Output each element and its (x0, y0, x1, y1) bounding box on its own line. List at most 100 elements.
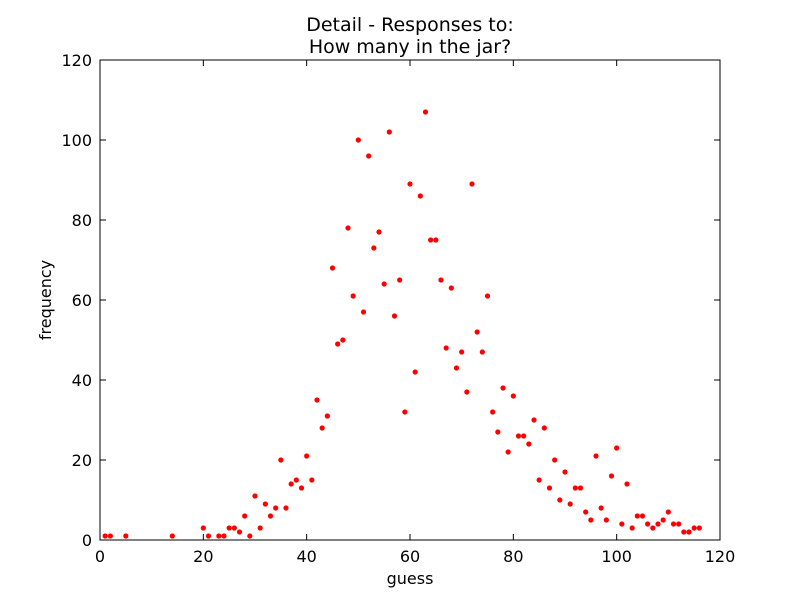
data-point (557, 497, 563, 503)
data-point (345, 225, 351, 231)
data-point (505, 449, 511, 455)
data-point (340, 337, 346, 343)
data-point (541, 425, 547, 431)
x-tick-label: 60 (400, 547, 420, 566)
data-point (319, 425, 325, 431)
data-point (469, 181, 475, 187)
data-point (660, 517, 666, 523)
plot-frame (99, 59, 721, 541)
data-point (314, 397, 320, 403)
data-point (371, 245, 377, 251)
data-point (247, 533, 253, 539)
data-point (236, 529, 243, 535)
data-point (335, 341, 341, 347)
data-point (123, 533, 129, 539)
data-point (422, 109, 429, 115)
data-point (402, 409, 408, 415)
chart-title: Detail - Responses to: (306, 14, 514, 36)
data-point (567, 501, 573, 507)
data-point (665, 509, 671, 515)
data-point (391, 313, 398, 319)
data-point (386, 129, 392, 135)
data-point (500, 385, 506, 391)
data-point (417, 193, 423, 199)
data-point (479, 349, 485, 355)
data-point (608, 473, 615, 479)
data-point (309, 477, 315, 483)
data-point (619, 521, 625, 527)
data-point (510, 393, 516, 399)
data-point (562, 469, 568, 475)
x-tick-label: 80 (503, 547, 523, 566)
data-point (546, 485, 553, 491)
data-point (676, 521, 682, 527)
data-point (216, 533, 222, 539)
data-point (686, 529, 692, 535)
data-points (102, 109, 702, 539)
y-axis-label: frequency (36, 260, 55, 340)
data-point (577, 485, 584, 491)
x-tick-label: 40 (296, 547, 316, 566)
data-point (515, 433, 522, 439)
data-point (366, 153, 372, 159)
data-point (634, 513, 640, 519)
y-tick-label: 0 (82, 531, 92, 550)
data-point (278, 457, 284, 463)
data-point (583, 509, 589, 515)
y-tick-label: 80 (72, 211, 92, 230)
data-point (624, 481, 630, 487)
data-point (614, 445, 620, 451)
data-point (293, 477, 299, 483)
data-point (252, 493, 258, 499)
data-point (242, 513, 248, 519)
data-point (588, 517, 594, 523)
data-point (107, 533, 113, 539)
data-point (102, 533, 108, 539)
data-point (257, 525, 263, 531)
data-point (490, 409, 496, 415)
data-point (531, 417, 537, 423)
data-point (273, 505, 279, 511)
x-tick-label: 120 (705, 547, 736, 566)
x-tick-label: 100 (601, 547, 632, 566)
data-point (521, 433, 527, 439)
data-point (200, 525, 206, 531)
data-point (655, 521, 661, 527)
y-tick-label: 120 (61, 51, 92, 70)
data-point (355, 137, 361, 143)
data-point (412, 369, 418, 375)
data-point (262, 501, 268, 507)
data-point (495, 429, 501, 435)
data-point (691, 525, 697, 531)
data-point (603, 517, 609, 523)
data-point (428, 237, 434, 243)
data-point (433, 237, 439, 243)
data-point (696, 525, 702, 531)
data-point (407, 181, 413, 187)
data-point (552, 457, 558, 463)
data-point (629, 525, 635, 531)
x-tick-label: 0 (95, 547, 105, 566)
x-axis-label: guess (387, 569, 434, 588)
data-point (526, 441, 532, 447)
x-tick-label: 20 (193, 547, 213, 566)
data-point (443, 345, 449, 351)
chart-subtitle: How many in the jar? (309, 36, 511, 58)
data-point (645, 521, 651, 527)
data-point (681, 529, 687, 535)
data-point (283, 505, 289, 511)
data-point (267, 513, 274, 519)
data-point (205, 533, 212, 539)
y-tick-label: 40 (72, 371, 92, 390)
data-point (360, 309, 367, 315)
data-point (572, 485, 578, 491)
data-point (474, 329, 480, 335)
y-tick-label: 100 (61, 131, 92, 150)
data-point (670, 521, 677, 527)
data-point (288, 481, 294, 487)
data-point (324, 413, 330, 419)
data-point (639, 513, 646, 519)
data-point (536, 477, 542, 483)
data-point (376, 229, 382, 235)
